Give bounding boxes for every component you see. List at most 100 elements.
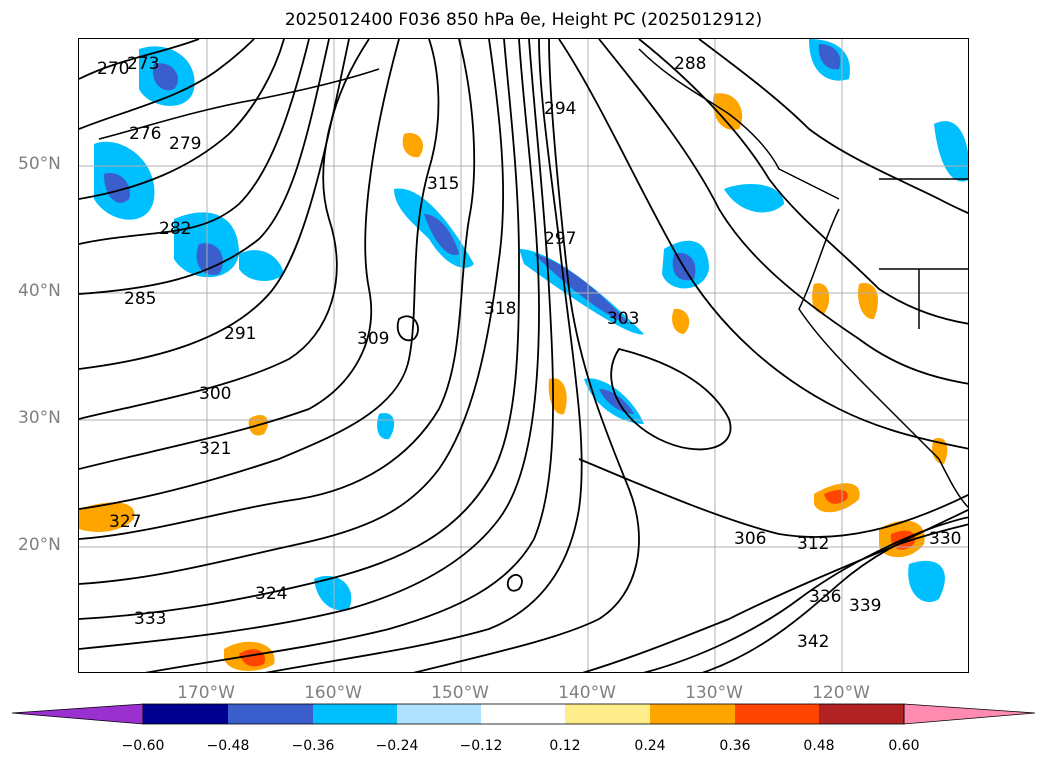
pos-anomaly-area bbox=[548, 378, 567, 415]
shading-layer bbox=[79, 39, 968, 671]
neg-anomaly-area bbox=[534, 254, 629, 324]
lat-label-20n: 20°N bbox=[18, 535, 61, 555]
pos-anomaly-area bbox=[402, 133, 424, 158]
colorbar-swatch bbox=[313, 704, 397, 724]
contour-label: 270 bbox=[97, 59, 129, 79]
pos-anomaly-area bbox=[812, 283, 830, 314]
neg-anomaly-area bbox=[599, 389, 634, 414]
us-west-coast bbox=[798, 208, 968, 509]
contour-line bbox=[79, 39, 440, 510]
contour-line bbox=[79, 39, 520, 620]
colorbar-extend-high bbox=[903, 703, 1036, 725]
contour-label: 342 bbox=[797, 632, 829, 652]
contour-line bbox=[701, 508, 968, 672]
map-title: 2025012400 F036 850 hPa θe, Height PC (2… bbox=[284, 10, 763, 30]
contour-line bbox=[396, 315, 419, 342]
contour-line bbox=[79, 39, 370, 420]
contour-layer bbox=[79, 39, 968, 672]
pos-anomaly-area bbox=[79, 502, 135, 532]
colorbar bbox=[11, 703, 1036, 725]
contour-label: 327 bbox=[109, 512, 141, 532]
colorbar-tick: 0.36 bbox=[719, 738, 751, 754]
neg-anomaly-area bbox=[934, 121, 968, 182]
contour-line bbox=[79, 39, 255, 130]
contour-label: 306 bbox=[734, 529, 766, 549]
map-canvas: 270 273 276 279 282 285 288 291 294 297 … bbox=[79, 39, 968, 672]
colorbar-swatch bbox=[143, 704, 228, 724]
contour-label: 294 bbox=[544, 99, 576, 119]
contour-line bbox=[643, 516, 968, 672]
colorbar-swatch bbox=[565, 704, 650, 724]
colorbar-tick: 0.60 bbox=[888, 738, 920, 754]
colorbar-swatch bbox=[819, 704, 904, 724]
colorbar-tick: −0.36 bbox=[291, 738, 335, 754]
contour-label: 309 bbox=[357, 329, 389, 349]
contour-label: 300 bbox=[199, 384, 231, 404]
lon-label-150w: 150°W bbox=[431, 683, 489, 703]
neg-anomaly-area bbox=[377, 413, 395, 440]
lat-label-50n: 50°N bbox=[18, 154, 61, 174]
contour-label: 285 bbox=[124, 289, 156, 309]
lon-label-130w: 130°W bbox=[685, 683, 743, 703]
contour-label: 288 bbox=[674, 54, 706, 74]
colorbar-tick: 0.48 bbox=[803, 738, 835, 754]
contour-label: 321 bbox=[199, 439, 231, 459]
contour-label-layer: 270 273 276 279 282 285 288 291 294 297 … bbox=[97, 54, 961, 652]
colorbar-swatch bbox=[650, 704, 735, 724]
colorbar-tick: −0.24 bbox=[375, 738, 419, 754]
lon-label-140w: 140°W bbox=[558, 683, 616, 703]
colorbar-swatch bbox=[481, 704, 565, 724]
lat-label-40n: 40°N bbox=[18, 281, 61, 301]
neg-anomaly-area bbox=[908, 560, 945, 603]
contour-line bbox=[413, 39, 640, 672]
pos-anomaly-area bbox=[932, 438, 948, 464]
pos-anomaly-area bbox=[713, 93, 743, 130]
contour-label: 336 bbox=[809, 587, 841, 607]
contour-label: 312 bbox=[797, 534, 829, 554]
aleutians-coast bbox=[98, 68, 380, 140]
contour-line bbox=[79, 39, 540, 650]
colorbar-tick: −0.12 bbox=[459, 738, 503, 754]
pos-anomaly-area bbox=[858, 283, 879, 320]
contour-label: 276 bbox=[129, 124, 161, 144]
neg-anomaly-area bbox=[196, 243, 223, 275]
contour-label: 339 bbox=[849, 596, 881, 616]
contour-label: 297 bbox=[544, 229, 576, 249]
contour-label: 303 bbox=[607, 309, 639, 329]
colorbar-tick: −0.48 bbox=[206, 738, 250, 754]
contour-line bbox=[79, 39, 330, 295]
contour-line bbox=[558, 39, 968, 450]
colorbar-extend-low bbox=[11, 703, 144, 725]
contour-label: 282 bbox=[159, 219, 191, 239]
neg-anomaly-area bbox=[724, 184, 784, 213]
contour-label: 330 bbox=[929, 529, 961, 549]
contour-line bbox=[598, 39, 968, 385]
contour-line bbox=[610, 347, 732, 451]
lon-label-170w: 170°W bbox=[177, 683, 235, 703]
alaska-coast bbox=[638, 48, 840, 200]
pos-anomaly-area bbox=[672, 308, 690, 334]
contour-line bbox=[144, 39, 554, 672]
us-state-border bbox=[879, 178, 968, 329]
contour-label: 318 bbox=[484, 299, 516, 319]
colorbar-swatch bbox=[397, 704, 481, 724]
contour-label: 279 bbox=[169, 134, 201, 154]
contour-line bbox=[698, 39, 968, 215]
lat-label-30n: 30°N bbox=[18, 408, 61, 428]
lon-label-160w: 160°W bbox=[304, 683, 362, 703]
neg-anomaly-area bbox=[424, 214, 459, 255]
contour-line bbox=[79, 39, 476, 540]
contour-line bbox=[578, 458, 968, 538]
map-panel: 270 273 276 279 282 285 288 291 294 297 … bbox=[78, 38, 969, 673]
contour-label: 333 bbox=[134, 609, 166, 629]
neg-anomaly-area bbox=[239, 250, 284, 281]
colorbar-tick: 0.12 bbox=[549, 738, 581, 754]
lon-label-120w: 120°W bbox=[812, 683, 870, 703]
contour-line bbox=[79, 39, 505, 585]
contour-line bbox=[79, 39, 400, 470]
graticule bbox=[79, 39, 968, 672]
contour-line bbox=[506, 574, 523, 592]
colorbar-swatch bbox=[735, 704, 819, 724]
contour-label: 273 bbox=[127, 54, 159, 74]
colorbar-swatch bbox=[228, 704, 313, 724]
